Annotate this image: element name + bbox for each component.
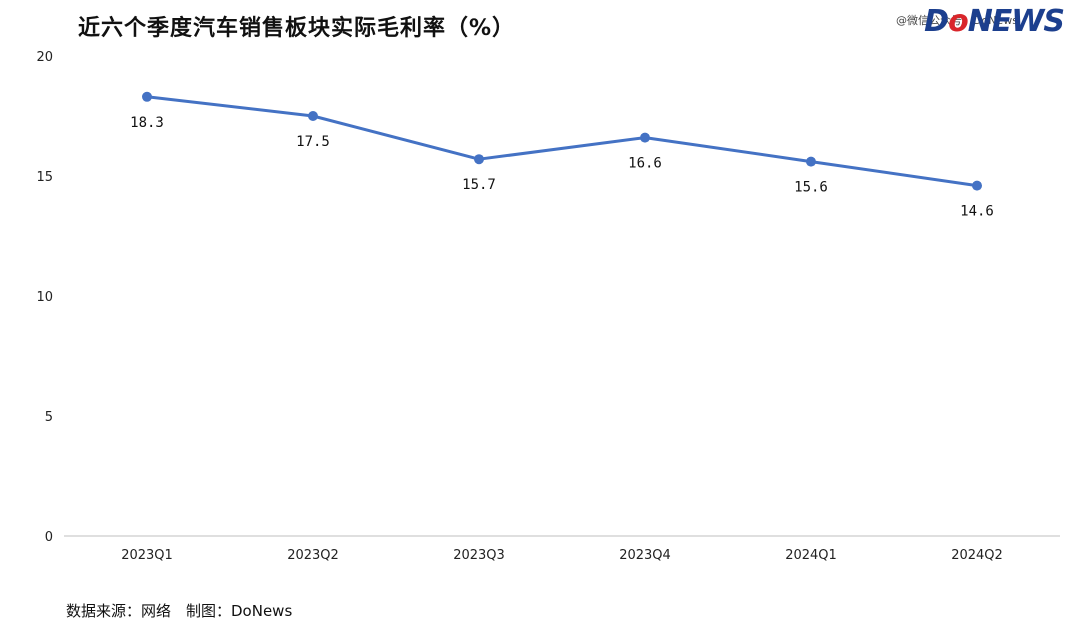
data-source-note: 数据来源：网络 制图：DoNews — [66, 602, 293, 620]
y-axis-ticks: 0 5 10 15 20 — [36, 50, 53, 545]
x-tick-label: 2023Q2 — [287, 548, 339, 563]
y-tick-label: 5 — [45, 410, 53, 425]
data-point — [640, 132, 650, 143]
data-point — [142, 91, 152, 102]
data-label: 15.7 — [462, 177, 496, 193]
chart-title: 近六个季度汽车销售板块实际毛利率（%） — [78, 16, 516, 41]
watermark-text: @微信公众号：DoNews — [896, 14, 1018, 27]
data-point — [308, 111, 318, 121]
data-label: 16.6 — [628, 156, 662, 172]
data-label: 15.6 — [794, 180, 828, 196]
y-tick-label: 0 — [45, 530, 53, 545]
series-line — [146, 95, 978, 188]
data-point — [474, 154, 484, 165]
donews-logo: DoNEWS — [924, 4, 1065, 39]
x-tick-label: 2024Q2 — [951, 548, 1003, 563]
x-tick-label: 2023Q1 — [121, 548, 173, 563]
x-axis-ticks: 2023Q1 2023Q2 2023Q3 2023Q4 2024Q1 2024Q2 — [121, 548, 1003, 563]
data-label: 14.6 — [960, 204, 994, 220]
y-tick-label: 10 — [36, 290, 53, 305]
data-point — [972, 180, 982, 191]
data-label: 17.5 — [296, 134, 330, 150]
x-tick-label: 2023Q4 — [619, 548, 671, 563]
x-tick-label: 2024Q1 — [785, 548, 837, 563]
data-label: 18.3 — [130, 115, 164, 131]
data-labels: 18.3 17.5 15.7 16.6 15.6 14.6 — [130, 115, 994, 220]
y-tick-label: 15 — [36, 170, 53, 185]
data-points — [142, 91, 982, 191]
y-tick-label: 20 — [36, 50, 53, 65]
x-tick-label: 2023Q3 — [453, 548, 505, 563]
data-point — [806, 156, 816, 167]
